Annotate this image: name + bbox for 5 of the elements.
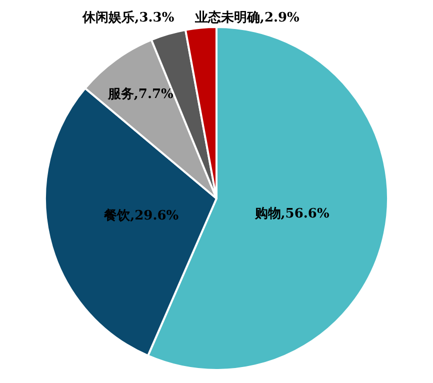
slice-label: 休闲娱乐,3.3%: [82, 9, 175, 26]
slice-label: 服务,7.7%: [106, 87, 174, 102]
slice-label: 购物,56.6%: [254, 206, 330, 222]
slice-label: 餐饮,29.6%: [103, 208, 180, 224]
slice-label: 业态未明确,2.9%: [194, 9, 300, 26]
